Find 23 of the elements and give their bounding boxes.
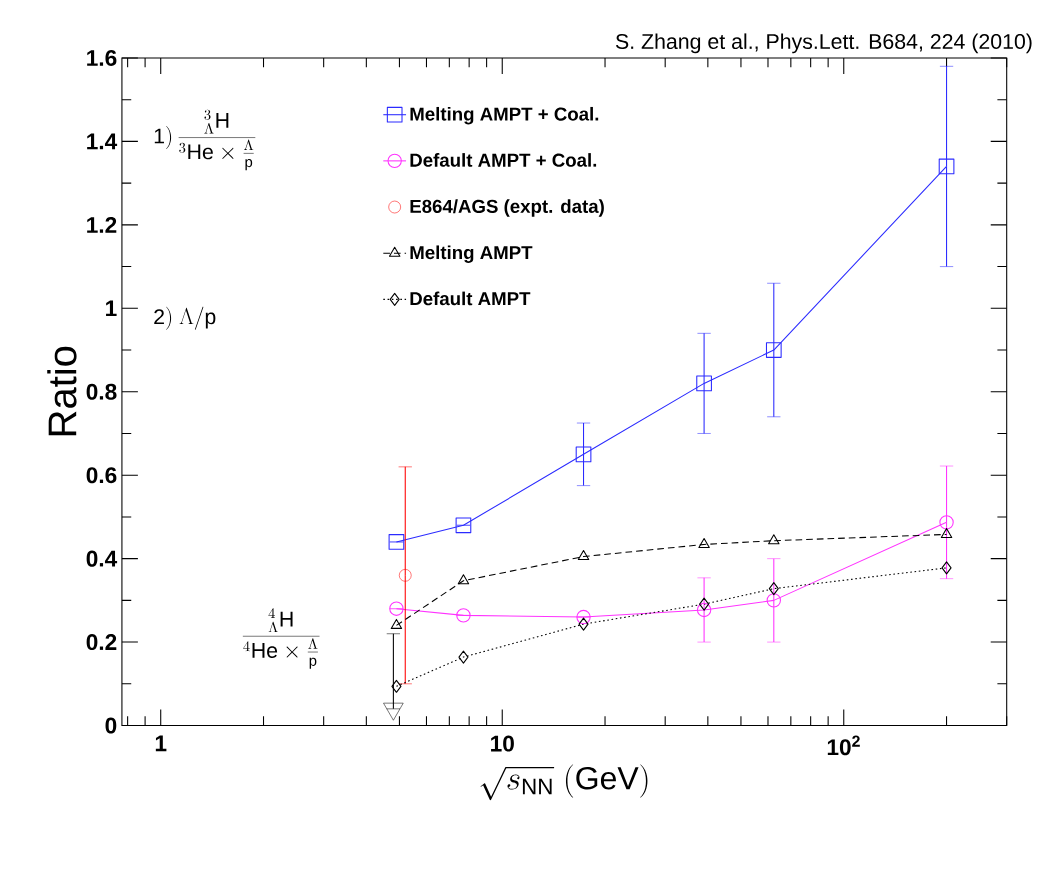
x-tick-label: 1 <box>155 735 167 751</box>
y-tick-label: 1.6 <box>87 49 117 66</box>
legend-label: Default AMPT + Coal. <box>410 152 597 167</box>
annotation: $\frac{{}^{4}_{\Lambda}\mathrm{H}}{{}^{4}\mathrm{He}\times\frac{\Lambda}{\mathrm{p}}}$ <box>242 607 320 669</box>
x-tick-label: 10 <box>491 735 514 752</box>
x-tick-label: 10$^{2}$ <box>827 735 860 756</box>
y-tick-label: 0.2 <box>86 633 117 650</box>
y-tick-label: 1.2 <box>87 216 117 233</box>
y-tick-label: 1.4 <box>87 133 118 149</box>
y-axis-title: Ratio <box>47 346 77 435</box>
text: S. Zhang et al., Phys.Lett. B684, 224 (2010) <box>615 33 1032 54</box>
legend-label: Default AMPT <box>410 291 531 306</box>
y-tick-label: 0.6 <box>86 466 117 483</box>
annotation: $\mathrm{1)}\,\frac{{}^{3}_{\Lambda}\mathrm{H}}{{}^{3}\mathrm{He}\times\frac{\Lambda}{\mathrm{p}}}$ <box>154 109 256 170</box>
y-tick-label: 1 <box>106 300 117 316</box>
y-tick-label: 0.4 <box>86 550 118 567</box>
legend-label: Melting AMPT <box>410 245 533 263</box>
annotation: $\mathrm{2)}\ \Lambda/\mathrm{p}$ <box>154 306 216 330</box>
x-axis-title: $\sqrt{s_{\mathrm{NN}}}\ \mathrm{(GeV)}$ <box>480 764 648 800</box>
legend-label: Melting AMPT + Coal. <box>410 106 599 125</box>
legend-label: E864/AGS (expt. data) <box>410 199 604 217</box>
y-tick-label: 0.8 <box>86 383 117 400</box>
y-tick-label: 0 <box>105 717 117 734</box>
